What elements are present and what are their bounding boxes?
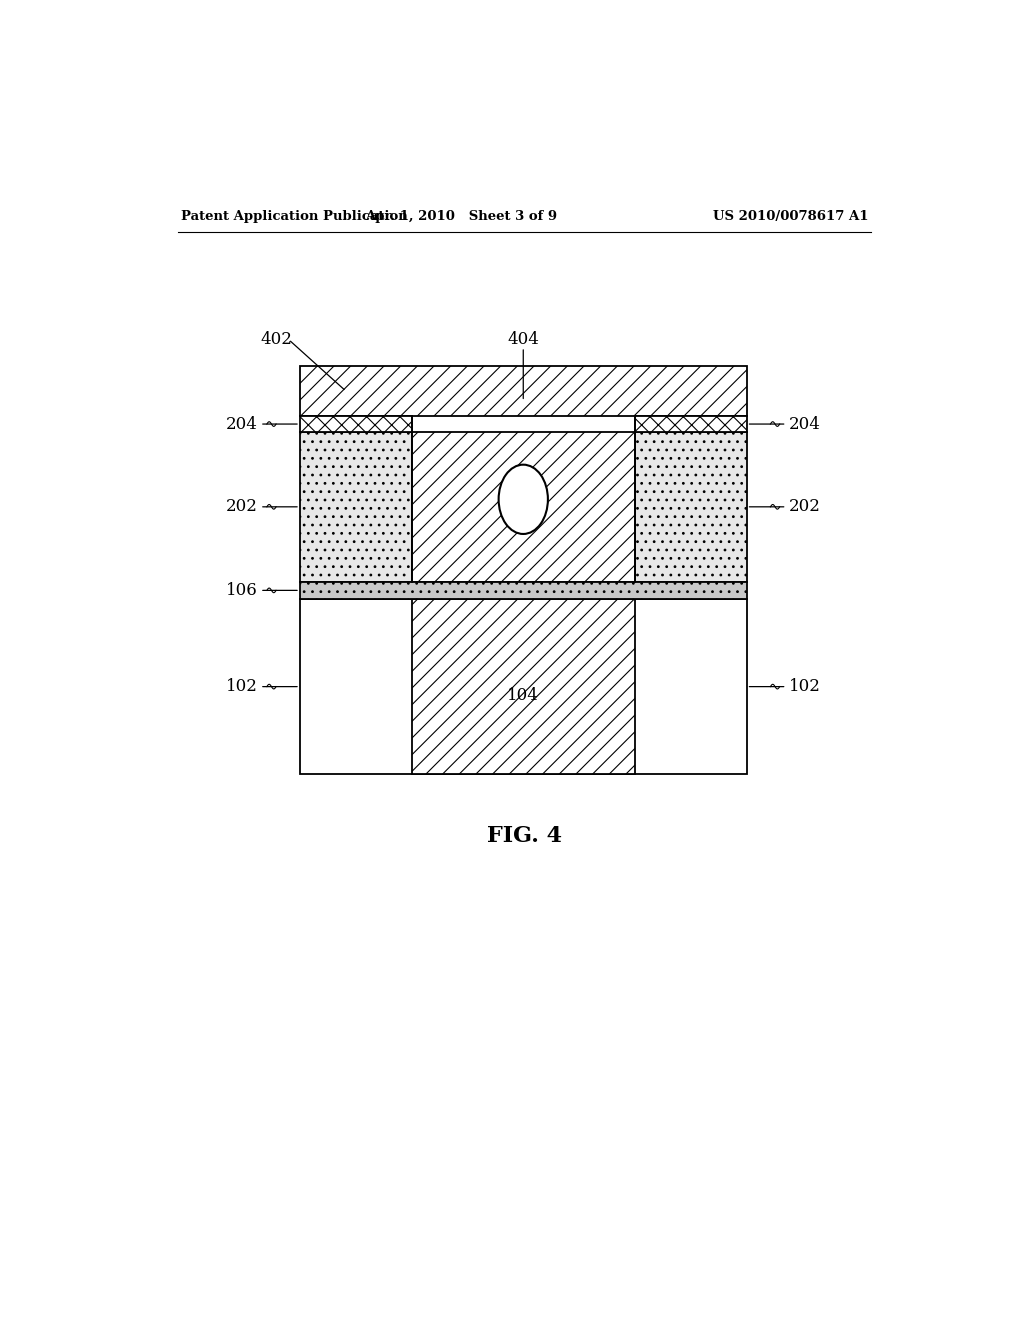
Bar (300, 599, 746, 775)
Bar (412, 432, 635, 582)
Bar (300, 432, 412, 582)
Text: 102: 102 (225, 678, 258, 696)
Bar (300, 416, 412, 432)
Text: US 2010/0078617 A1: US 2010/0078617 A1 (713, 210, 868, 223)
Bar (412, 599, 635, 775)
Text: 404: 404 (507, 331, 540, 348)
Text: 204: 204 (225, 416, 258, 433)
Text: 402: 402 (261, 331, 293, 348)
Text: FIG. 4: FIG. 4 (487, 825, 562, 847)
Ellipse shape (499, 465, 548, 535)
Bar (300, 367, 746, 416)
Text: 104: 104 (507, 686, 540, 704)
Bar (635, 432, 746, 582)
Text: Apr. 1, 2010   Sheet 3 of 9: Apr. 1, 2010 Sheet 3 of 9 (366, 210, 558, 223)
Text: Patent Application Publication: Patent Application Publication (180, 210, 408, 223)
Bar (300, 582, 746, 599)
Text: 202: 202 (225, 499, 258, 515)
Text: 204: 204 (788, 416, 821, 433)
Text: 202: 202 (788, 499, 821, 515)
Text: 102: 102 (788, 678, 821, 696)
Text: 106: 106 (226, 582, 258, 599)
Bar (635, 416, 746, 432)
